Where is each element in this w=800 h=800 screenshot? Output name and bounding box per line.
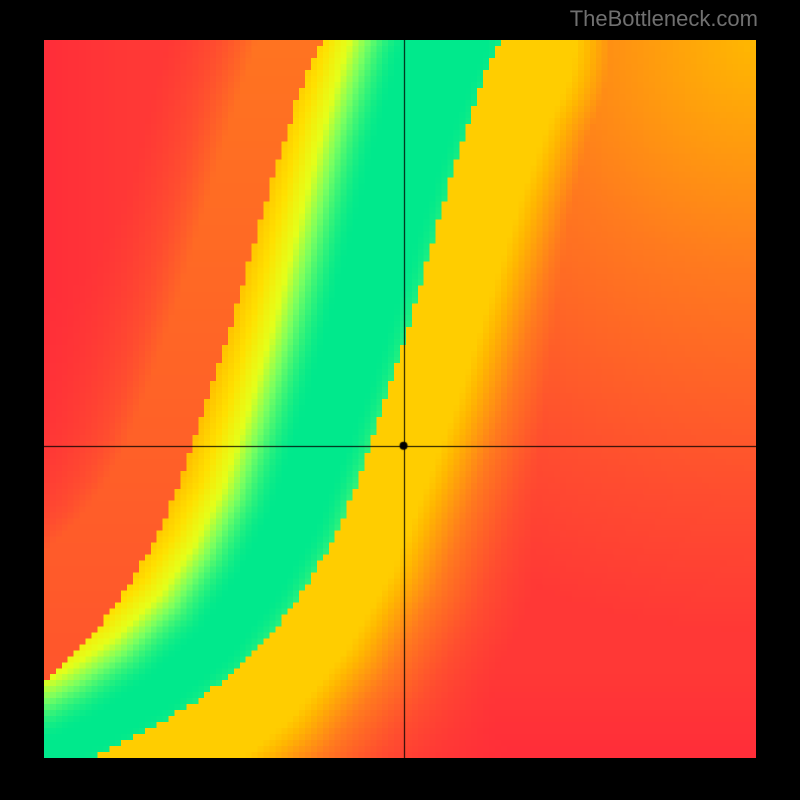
chart-container: TheBottleneck.com (0, 0, 800, 800)
watermark-text: TheBottleneck.com (570, 6, 758, 32)
crosshair-overlay (44, 40, 756, 758)
